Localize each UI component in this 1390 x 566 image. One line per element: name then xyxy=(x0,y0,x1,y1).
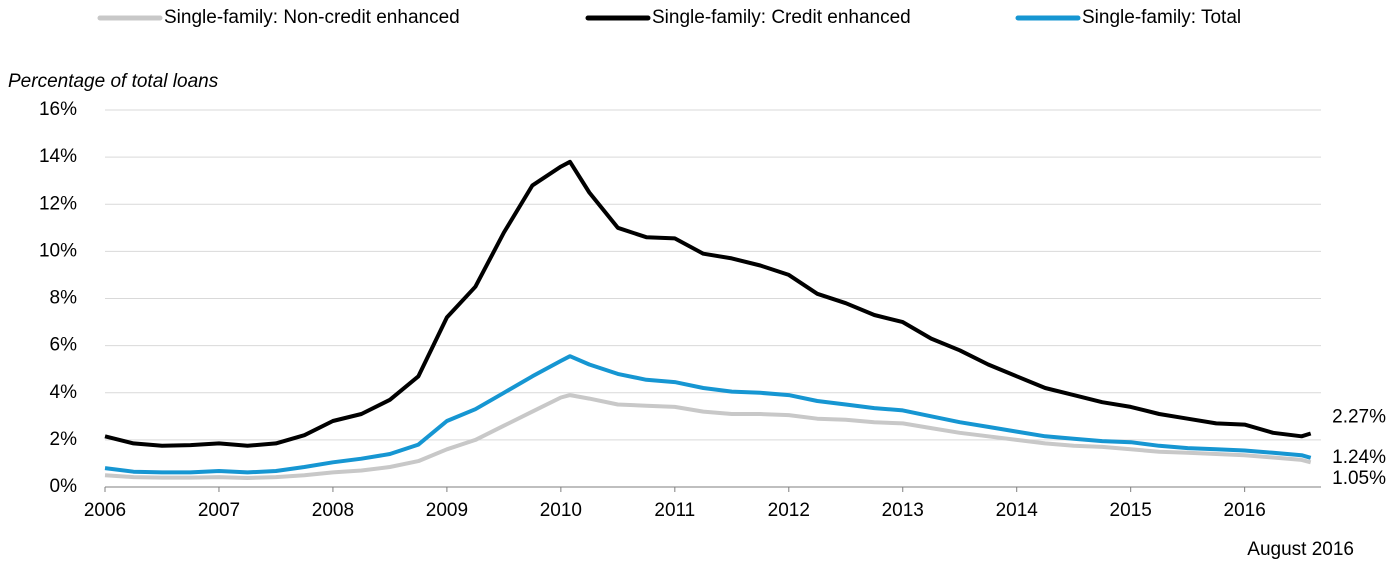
y-tick-label: 14% xyxy=(39,146,77,167)
end-label: 2.27% xyxy=(1332,407,1386,428)
x-tick-label: 2009 xyxy=(426,500,468,521)
x-tick-label: 2016 xyxy=(1224,500,1266,521)
legend-label: Single-family: Total xyxy=(1082,7,1241,28)
y-tick-label: 12% xyxy=(39,193,77,214)
y-axis-label: Percentage of total loans xyxy=(8,71,219,92)
x-tick-label: 2010 xyxy=(540,500,582,521)
legend-label: Single-family: Credit enhanced xyxy=(652,7,911,28)
x-tick-label: 2007 xyxy=(198,500,240,521)
series-line xyxy=(104,159,1312,448)
x-tick-label: 2008 xyxy=(312,500,354,521)
x-tick-label: 2012 xyxy=(768,500,810,521)
series-line xyxy=(104,354,1312,475)
series-line xyxy=(104,393,1312,480)
y-tick-label: 0% xyxy=(50,476,78,497)
x-tick-label: 2013 xyxy=(882,500,924,521)
x-tick-label: 2011 xyxy=(654,500,695,521)
y-tick-label: 6% xyxy=(50,335,78,356)
note: August 2016 xyxy=(1247,539,1354,560)
y-tick-label: 10% xyxy=(39,240,77,261)
legend-label: Single-family: Non-credit enhanced xyxy=(164,7,460,28)
y-tick-label: 8% xyxy=(50,288,78,309)
x-tick-label: 2006 xyxy=(84,500,126,521)
x-tick-label: 2015 xyxy=(1110,500,1152,521)
y-tick-label: 16% xyxy=(39,99,77,120)
end-label: 1.24% xyxy=(1332,447,1386,468)
y-tick-label: 4% xyxy=(50,382,78,403)
x-tick-label: 2014 xyxy=(996,500,1039,521)
end-label: 1.05% xyxy=(1332,468,1386,489)
y-tick-label: 2% xyxy=(50,429,78,450)
